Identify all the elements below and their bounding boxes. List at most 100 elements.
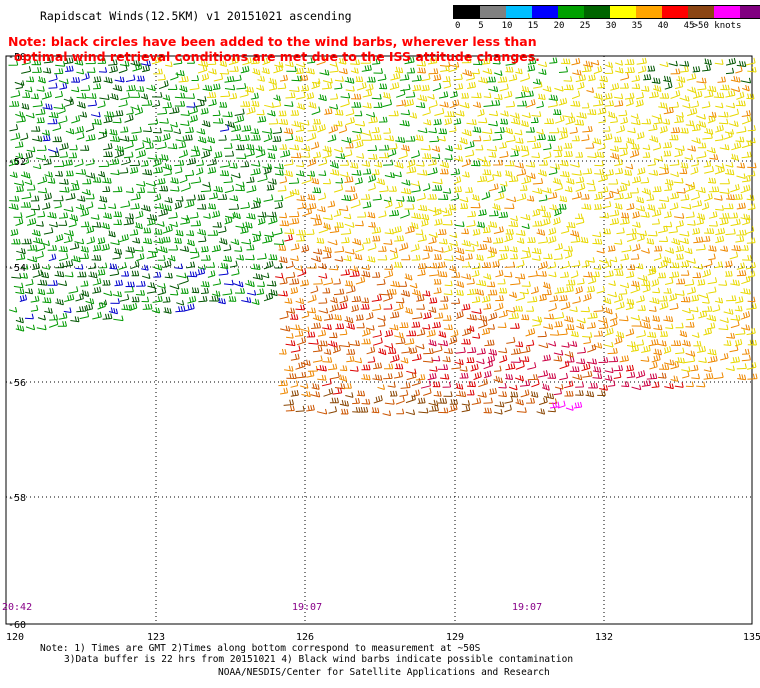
wind-barb bbox=[510, 253, 518, 260]
wind-barb bbox=[229, 92, 238, 100]
wind-barb bbox=[71, 115, 81, 124]
wind-barb bbox=[659, 125, 668, 134]
wind-barb bbox=[593, 264, 602, 270]
wind-barb bbox=[709, 153, 719, 160]
wind-barb bbox=[352, 397, 360, 405]
wind-barb bbox=[394, 66, 404, 74]
wind-barb bbox=[520, 346, 531, 354]
wind-barb bbox=[355, 76, 364, 83]
wind-barb bbox=[372, 374, 383, 381]
wind-barb bbox=[372, 235, 381, 242]
wind-barb bbox=[334, 76, 344, 82]
wind-barb bbox=[626, 371, 636, 379]
wind-barb bbox=[726, 332, 736, 339]
wind-barb bbox=[641, 85, 650, 92]
wind-barb bbox=[286, 271, 296, 279]
wind-barb bbox=[130, 104, 140, 111]
wind-barb bbox=[461, 57, 472, 64]
wind-barb bbox=[434, 312, 444, 319]
wind-barb bbox=[581, 102, 590, 109]
wind-barb bbox=[619, 143, 628, 149]
wind-barb bbox=[437, 207, 448, 214]
wind-barb bbox=[520, 73, 530, 82]
wind-barb bbox=[619, 82, 629, 89]
wind-barb bbox=[169, 121, 178, 128]
wind-barb bbox=[198, 60, 209, 67]
wind-barb bbox=[715, 102, 724, 109]
wind-barb bbox=[747, 66, 757, 73]
wind-barb bbox=[453, 176, 462, 185]
wind-barb bbox=[174, 159, 185, 167]
wind-barb bbox=[740, 324, 751, 331]
wind-barb bbox=[728, 120, 739, 127]
wind-barb bbox=[142, 137, 151, 144]
wind-barb bbox=[411, 212, 422, 220]
wind-barb bbox=[746, 361, 757, 370]
wind-barb bbox=[438, 194, 449, 200]
wind-barb bbox=[185, 169, 195, 177]
wind-barb bbox=[604, 68, 614, 74]
wind-barb bbox=[284, 158, 294, 166]
wind-barb bbox=[580, 306, 590, 313]
wind-barb bbox=[659, 92, 670, 99]
wind-barb bbox=[409, 112, 418, 119]
wind-barb bbox=[329, 332, 338, 339]
wind-barb bbox=[542, 211, 552, 218]
wind-barb bbox=[448, 64, 458, 73]
wind-barb bbox=[33, 237, 43, 245]
wind-barb bbox=[212, 83, 221, 91]
wind-barb bbox=[477, 314, 488, 322]
wind-barb bbox=[427, 193, 437, 200]
wind-barb bbox=[433, 287, 442, 294]
wind-barb bbox=[383, 303, 393, 310]
wind-barb bbox=[498, 382, 507, 389]
wind-barb bbox=[339, 171, 349, 178]
wind-barb bbox=[24, 313, 34, 320]
wind-barb bbox=[670, 361, 680, 370]
wind-barb bbox=[323, 277, 334, 286]
wind-barb bbox=[394, 363, 404, 370]
wind-barb bbox=[79, 311, 90, 320]
wind-barb bbox=[569, 126, 578, 134]
wind-barb bbox=[344, 248, 355, 255]
wind-barb bbox=[368, 116, 378, 124]
wind-barb bbox=[484, 339, 495, 347]
wind-barb bbox=[671, 237, 681, 246]
wind-barb bbox=[178, 141, 187, 149]
wind-barb bbox=[553, 355, 563, 362]
wind-barb bbox=[481, 295, 491, 303]
wind-barb bbox=[576, 112, 587, 119]
wind-barb bbox=[741, 139, 752, 149]
wind-barb bbox=[681, 339, 691, 347]
wind-barb bbox=[746, 327, 756, 336]
wind-barb bbox=[605, 61, 613, 69]
wind-barb bbox=[432, 381, 441, 388]
wind-barb bbox=[675, 357, 685, 364]
wind-barb bbox=[366, 312, 374, 320]
wind-barb bbox=[570, 330, 579, 338]
wind-barb bbox=[432, 321, 441, 329]
wind-barb bbox=[311, 177, 320, 185]
wind-barb bbox=[625, 67, 635, 74]
wind-barb bbox=[361, 64, 372, 72]
wind-barb bbox=[8, 306, 18, 313]
wind-barb bbox=[493, 226, 504, 234]
wind-barb bbox=[316, 408, 328, 415]
wind-barb bbox=[372, 58, 381, 65]
wind-barb bbox=[322, 246, 332, 254]
wind-barb bbox=[663, 221, 673, 228]
wind-barb bbox=[473, 135, 482, 142]
wind-barb bbox=[296, 67, 304, 74]
wind-barb bbox=[596, 151, 605, 158]
wind-barb bbox=[294, 330, 304, 337]
wind-barb bbox=[483, 303, 492, 310]
wind-barb bbox=[113, 211, 123, 218]
wind-barb bbox=[219, 170, 230, 177]
wind-barb bbox=[632, 243, 641, 252]
wind-barb bbox=[164, 272, 173, 279]
legend-label: 35 bbox=[631, 21, 643, 31]
wind-barb bbox=[389, 247, 398, 254]
wind-barb bbox=[212, 290, 221, 297]
wind-barb bbox=[318, 192, 327, 201]
wind-barb bbox=[487, 289, 498, 296]
